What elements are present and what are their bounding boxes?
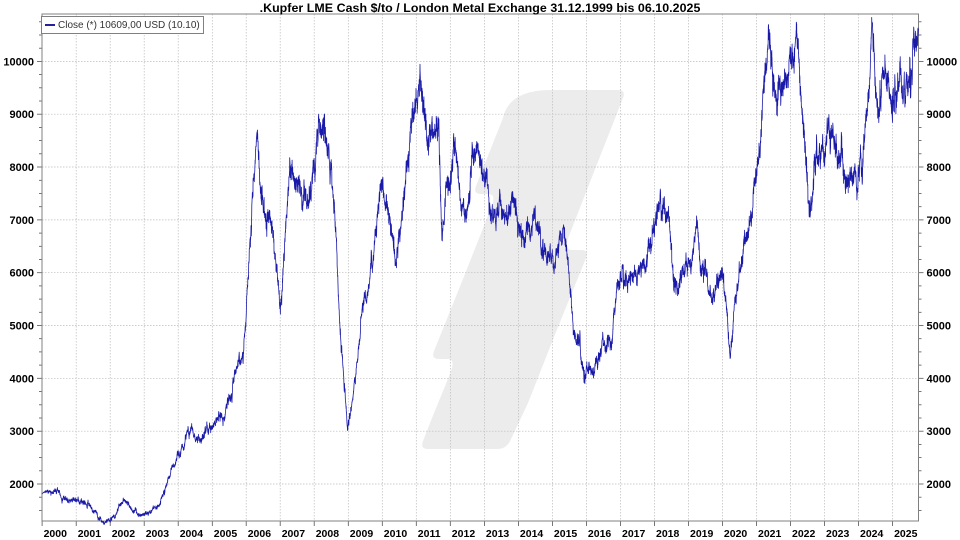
svg-text:2023: 2023: [826, 528, 850, 540]
svg-text:2001: 2001: [78, 528, 102, 540]
svg-text:2018: 2018: [656, 528, 680, 540]
svg-text:2013: 2013: [486, 528, 510, 540]
svg-text:2000: 2000: [10, 479, 34, 491]
svg-text:9000: 9000: [927, 109, 951, 121]
svg-text:2003: 2003: [146, 528, 170, 540]
svg-text:7000: 7000: [927, 215, 951, 227]
svg-text:4000: 4000: [10, 373, 34, 385]
svg-text:2006: 2006: [248, 528, 272, 540]
svg-text:2014: 2014: [520, 528, 544, 540]
svg-text:2008: 2008: [316, 528, 340, 540]
svg-text:10000: 10000: [3, 56, 34, 68]
svg-text:5000: 5000: [927, 321, 951, 333]
svg-text:8000: 8000: [10, 162, 34, 174]
svg-text:2004: 2004: [180, 528, 204, 540]
svg-text:2020: 2020: [724, 528, 748, 540]
svg-text:2010: 2010: [384, 528, 408, 540]
svg-text:2000: 2000: [927, 479, 951, 491]
svg-text:2016: 2016: [588, 528, 612, 540]
svg-text:2015: 2015: [554, 528, 578, 540]
svg-text:6000: 6000: [927, 268, 951, 280]
svg-text:2011: 2011: [418, 528, 441, 540]
svg-text:7000: 7000: [10, 215, 34, 227]
svg-text:2019: 2019: [690, 528, 714, 540]
svg-text:4000: 4000: [927, 373, 951, 385]
svg-text:2005: 2005: [214, 528, 238, 540]
svg-text:2002: 2002: [112, 528, 136, 540]
svg-text:2025: 2025: [894, 528, 918, 540]
svg-text:2000: 2000: [44, 528, 68, 540]
svg-text:2009: 2009: [350, 528, 374, 540]
svg-text:8000: 8000: [927, 162, 951, 174]
svg-text:2017: 2017: [622, 528, 646, 540]
svg-text:2022: 2022: [792, 528, 816, 540]
svg-text:2012: 2012: [452, 528, 476, 540]
svg-text:9000: 9000: [10, 109, 34, 121]
svg-text:2021: 2021: [758, 528, 782, 540]
svg-text:10000: 10000: [927, 56, 958, 68]
svg-text:3000: 3000: [10, 426, 34, 438]
svg-text:6000: 6000: [10, 268, 34, 280]
svg-text:2007: 2007: [282, 528, 306, 540]
svg-text:5000: 5000: [10, 321, 34, 333]
svg-text:3000: 3000: [927, 426, 951, 438]
svg-text:2024: 2024: [860, 528, 884, 540]
